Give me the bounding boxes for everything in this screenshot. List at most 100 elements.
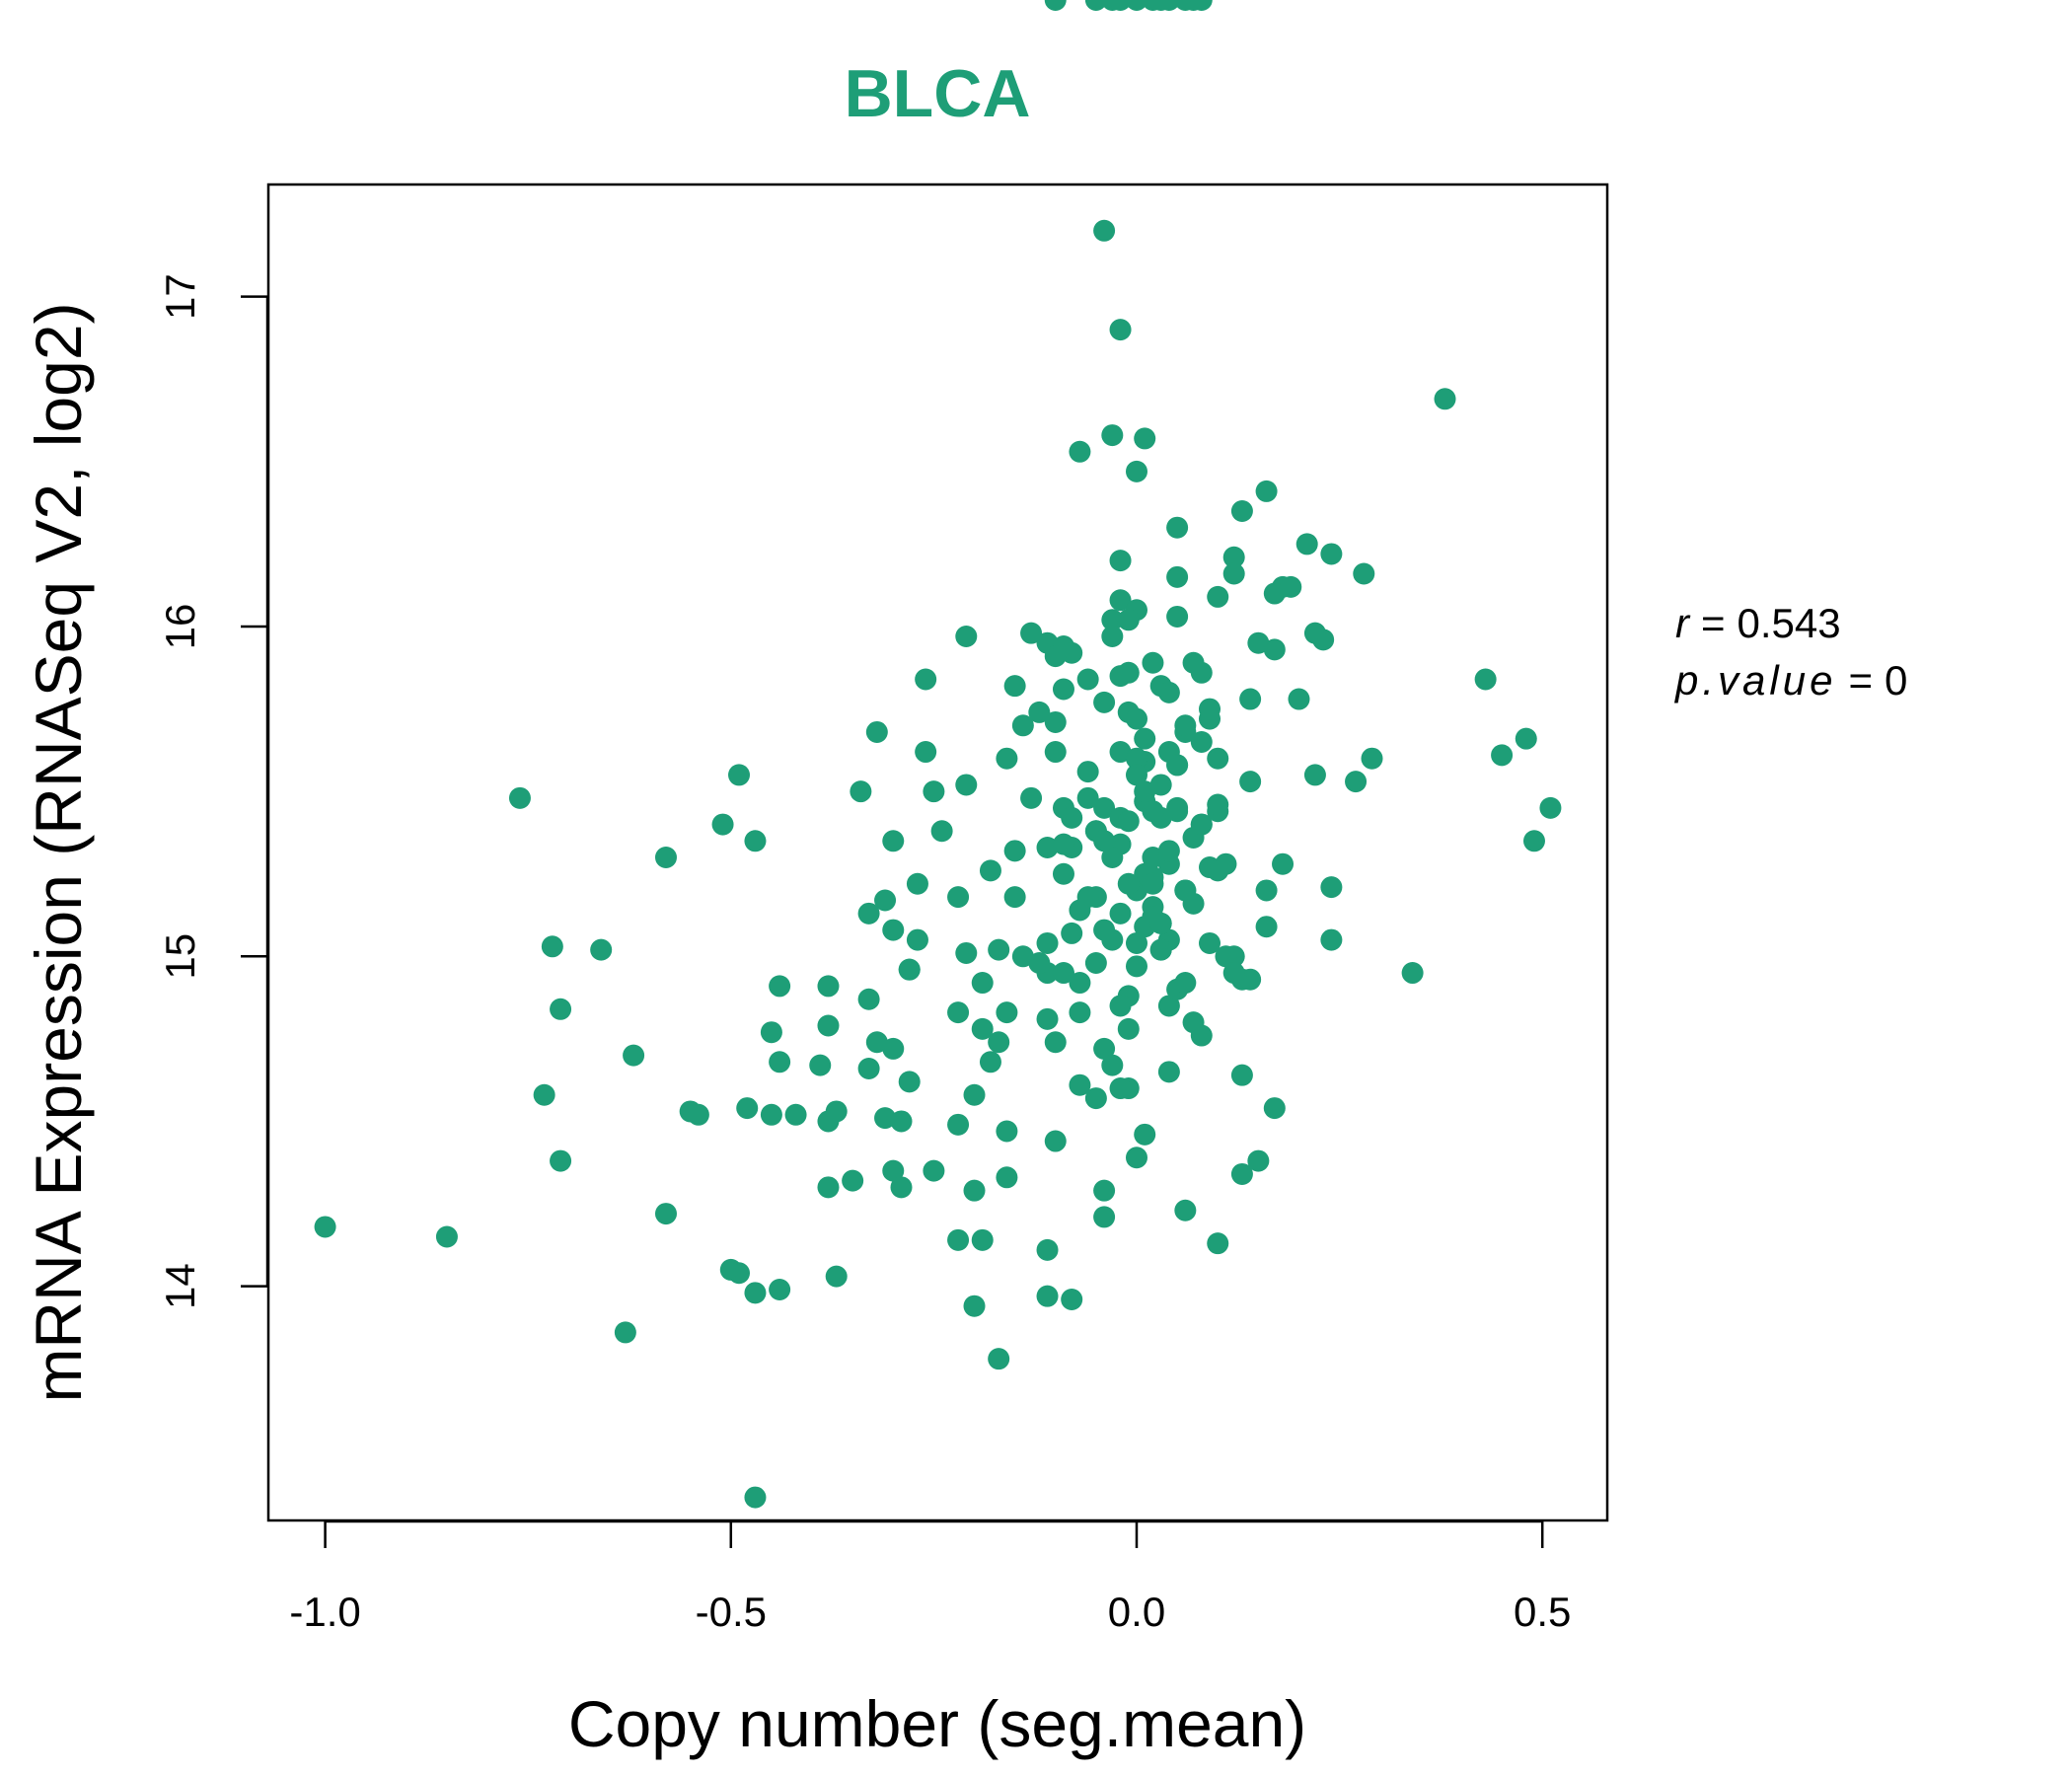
data-point — [1044, 1130, 1067, 1152]
data-point — [874, 1107, 897, 1130]
data-point — [1109, 741, 1132, 764]
data-point — [1174, 972, 1197, 995]
data-point — [1084, 0, 1107, 11]
data-point — [1255, 480, 1278, 502]
data-point — [955, 941, 978, 964]
data-point — [1044, 645, 1067, 668]
r-stat: r = 0.543 — [1675, 600, 1841, 646]
data-point — [687, 1103, 709, 1126]
data-point — [1134, 427, 1156, 450]
data-point — [614, 1321, 636, 1344]
data-point — [1003, 886, 1026, 909]
data-point — [898, 958, 921, 981]
data-point — [435, 1225, 458, 1248]
data-point — [963, 1295, 986, 1317]
data-point — [1207, 747, 1229, 770]
data-point — [1117, 661, 1140, 684]
data-point — [955, 774, 978, 796]
data-point — [1174, 879, 1197, 902]
data-point — [769, 975, 791, 998]
data-point — [817, 1176, 840, 1199]
data-point — [1190, 731, 1213, 754]
data-point — [533, 1083, 555, 1106]
data-point — [1166, 565, 1189, 588]
p-label: p.value — [1673, 657, 1836, 703]
data-point — [1101, 609, 1124, 631]
data-point — [1166, 754, 1189, 777]
data-point — [736, 1097, 759, 1120]
data-point — [857, 988, 880, 1010]
data-point — [1093, 219, 1116, 242]
chart-title: BLCA — [845, 56, 1031, 131]
data-point — [1522, 830, 1545, 852]
data-point — [1174, 0, 1197, 11]
data-point — [955, 626, 978, 648]
data-point — [809, 1054, 832, 1076]
data-point — [923, 780, 945, 803]
data-point — [1117, 872, 1140, 895]
data-point — [1003, 675, 1026, 698]
data-point — [769, 1051, 791, 1073]
data-point — [1101, 1054, 1124, 1076]
data-point — [817, 975, 840, 998]
data-point — [1149, 774, 1172, 796]
data-point — [1061, 641, 1083, 664]
data-point — [1036, 836, 1059, 858]
data-point — [1109, 550, 1132, 572]
data-point — [947, 886, 970, 909]
data-point — [1109, 589, 1132, 612]
data-point — [996, 1166, 1018, 1189]
data-point — [979, 1051, 1001, 1073]
data-point — [744, 830, 767, 852]
data-point — [1020, 622, 1043, 644]
data-point — [1011, 714, 1034, 737]
data-point — [1109, 319, 1132, 341]
data-point — [1044, 0, 1067, 11]
data-point — [1149, 938, 1172, 961]
data-point — [1353, 562, 1375, 585]
data-point — [988, 938, 1010, 961]
data-point — [1491, 744, 1514, 767]
data-point — [947, 1113, 970, 1136]
data-point — [1109, 0, 1132, 11]
data-point — [1401, 962, 1424, 985]
data-point — [1345, 771, 1368, 793]
data-point — [882, 1159, 905, 1182]
data-point — [1166, 796, 1189, 819]
y-tick-label: 17 — [157, 273, 203, 320]
data-point — [1101, 626, 1124, 648]
p-equals: = — [1848, 657, 1873, 703]
data-point — [1093, 1179, 1116, 1202]
data-point — [915, 668, 937, 691]
data-point — [1190, 0, 1213, 11]
data-point — [857, 1057, 880, 1079]
data-point — [1003, 840, 1026, 862]
data-point — [817, 1014, 840, 1037]
data-point — [760, 1021, 782, 1044]
data-point — [1052, 678, 1074, 701]
data-point — [1036, 1007, 1059, 1030]
plot-frame — [266, 183, 1609, 1522]
data-point — [1280, 575, 1302, 598]
data-point — [842, 1169, 864, 1192]
data-point — [1230, 499, 1253, 522]
data-point — [1149, 912, 1172, 934]
data-point — [1288, 688, 1310, 710]
x-tick-label: -0.5 — [696, 1589, 767, 1635]
stats-annotation: r = 0.543 p.value = 0 — [1673, 600, 1907, 703]
r-value: 0.543 — [1738, 600, 1841, 646]
data-point — [882, 1037, 905, 1060]
data-point — [971, 972, 994, 995]
data-point — [874, 889, 897, 912]
data-point — [1515, 727, 1537, 750]
x-axis-title: Copy number (seg.mean) — [568, 1687, 1306, 1760]
data-point — [906, 928, 928, 951]
x-tick-label: 0.5 — [1514, 1589, 1571, 1635]
data-point — [882, 919, 905, 941]
data-point — [1084, 951, 1107, 974]
data-point — [1069, 440, 1091, 463]
data-point — [947, 1228, 970, 1251]
x-tick-label: 0.0 — [1108, 1589, 1165, 1635]
data-point — [996, 1120, 1018, 1143]
